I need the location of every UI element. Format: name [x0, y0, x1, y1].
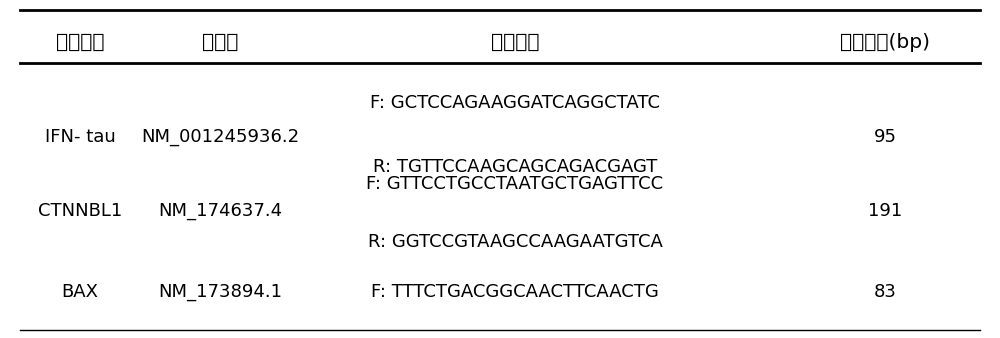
Text: IFN- tau: IFN- tau	[45, 128, 115, 146]
Text: R: TGTTCCAAGCAGCAGACGAGT: R: TGTTCCAAGCAGCAGACGAGT	[373, 158, 657, 176]
Text: NM_174637.4: NM_174637.4	[158, 202, 282, 220]
Text: 产物长度(bp): 产物长度(bp)	[840, 33, 930, 52]
Text: 191: 191	[868, 202, 902, 220]
Text: NM_173894.1: NM_173894.1	[158, 283, 282, 301]
Text: 引物序列: 引物序列	[491, 33, 539, 52]
Text: F: GCTCCAGAAGGATCAGGCTATC: F: GCTCCAGAAGGATCAGGCTATC	[370, 94, 660, 112]
Text: BAX: BAX	[62, 283, 98, 301]
Text: R: GGTCCGTAAGCCAAGAATGTCA: R: GGTCCGTAAGCCAAGAATGTCA	[368, 233, 662, 251]
Text: 基因名称: 基因名称	[56, 33, 104, 52]
Text: 83: 83	[874, 283, 896, 301]
Text: F: TTTCTGACGGCAACTTCAACTG: F: TTTCTGACGGCAACTTCAACTG	[371, 283, 659, 301]
Text: F: GTTCCTGCCTAATGCTGAGTTCC: F: GTTCCTGCCTAATGCTGAGTTCC	[366, 175, 664, 193]
Text: 登录号: 登录号	[202, 33, 238, 52]
Text: 95: 95	[874, 128, 896, 146]
Text: NM_001245936.2: NM_001245936.2	[141, 128, 299, 146]
Text: CTNNBL1: CTNNBL1	[38, 202, 122, 220]
